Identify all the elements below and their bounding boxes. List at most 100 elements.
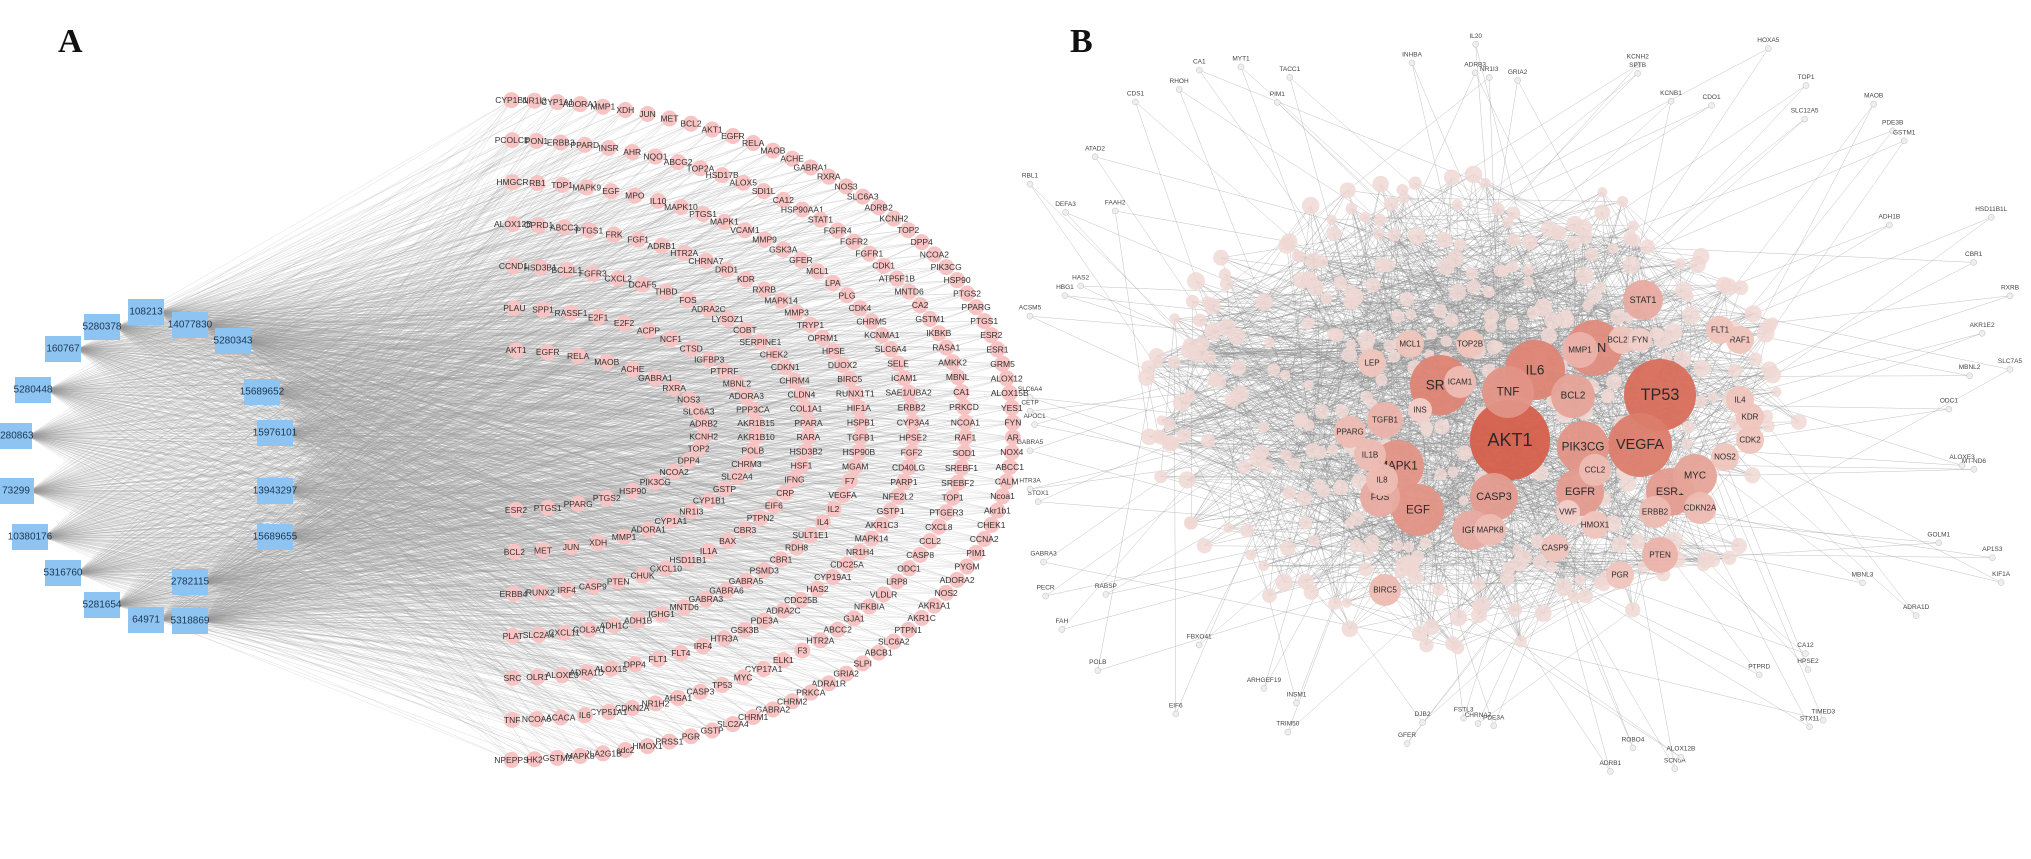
hub-node: VEGFA (1608, 413, 1672, 477)
peripheral-label: CDO1 (1703, 94, 1721, 101)
target-label: CCL2 (919, 536, 941, 546)
panel-a-letter: A (58, 23, 83, 60)
target-label: MAOB (760, 146, 785, 156)
peripheral-label: GABRA5 (1017, 439, 1044, 446)
peripheral-label: GABRA3 (1030, 551, 1057, 558)
target-node: NR1I3 (679, 503, 704, 520)
target-node: YES1 (1001, 399, 1023, 416)
peripheral-node: APOC1 (1024, 413, 1046, 428)
target-node: ALOX5 (730, 174, 758, 191)
target-label: EGF (602, 186, 619, 196)
target-node: MNTD6 (894, 283, 924, 300)
peripheral-node: PDE3A (1483, 714, 1505, 730)
compound-label: 2782115 (171, 577, 210, 588)
target-label: NR1I3 (679, 506, 703, 516)
target-node: CA2 (912, 297, 929, 314)
core-node (1186, 272, 1205, 291)
target-node: POLB (742, 442, 765, 459)
hub-node: EGF (1392, 484, 1444, 536)
target-label: MAPK9 (572, 183, 601, 193)
peripheral-node: GABRA3 (1030, 551, 1057, 566)
hub-label: STAT1 (1630, 295, 1657, 305)
core-node (1425, 327, 1438, 340)
hub-node: TNF (1482, 366, 1534, 418)
target-node: ADORA3 (729, 388, 764, 405)
target-label: NOS2 (935, 588, 958, 598)
peripheral-label: POLB (1089, 659, 1106, 666)
hub-node: BCL2 (1551, 374, 1595, 418)
target-node: MET (534, 542, 552, 559)
target-node: AHSA1 (664, 689, 692, 706)
target-node: ERBB4 (500, 585, 528, 602)
core-node (1649, 327, 1662, 340)
core-node (1693, 359, 1711, 377)
core-node (1640, 239, 1655, 254)
compound-label: 64971 (132, 615, 160, 626)
core-node (1141, 360, 1155, 374)
peripheral-node: CA12 (1797, 642, 1814, 657)
target-label: HSD11B1 (669, 555, 706, 565)
compound-node: 5280863 (0, 423, 34, 449)
target-node: PTPRF (711, 362, 738, 379)
hub-label: AKT1 (1487, 430, 1532, 450)
target-node: GFER (789, 252, 813, 269)
target-label: XDH (589, 538, 607, 548)
target-node: GSTP (713, 481, 736, 498)
core-node (1228, 328, 1246, 346)
core-node (1526, 306, 1540, 320)
target-label: NR1I3 (522, 96, 546, 106)
hub-label: IL4 (1734, 396, 1746, 405)
target-label: RELA (567, 351, 590, 361)
peripheral-label: PECR (1037, 585, 1055, 592)
core-node (1449, 609, 1467, 627)
target-node: PTGER3 (929, 504, 964, 521)
peripheral-label: STX11 (1800, 715, 1820, 722)
target-label: ICAM1 (891, 373, 917, 383)
target-node: VLDLR (870, 586, 897, 603)
target-node: ABCC3 (550, 219, 579, 236)
core-node (1399, 192, 1410, 204)
target-label: COL3A1 (573, 625, 606, 635)
target-label: GRM5 (990, 359, 1015, 369)
target-node: CDK1 (872, 257, 895, 274)
core-node (1594, 204, 1611, 221)
peripheral-node: SCN5A (1664, 757, 1686, 773)
target-label: CA12 (773, 195, 795, 205)
target-node: GSK3A (769, 241, 798, 258)
target-node: PLAU (503, 300, 525, 317)
hub-node: CASP3 (1470, 473, 1518, 521)
target-node: NOS2 (935, 584, 958, 601)
target-label: RXRA (662, 383, 686, 393)
core-node (1421, 426, 1432, 437)
peripheral-label: APOC1 (1024, 413, 1046, 420)
target-node: ESR1 (986, 341, 1009, 358)
target-label: MBNL (946, 372, 970, 382)
target-node: CYP1A1 (655, 512, 687, 529)
core-node (1493, 264, 1507, 278)
target-label: PTGS1 (970, 316, 998, 326)
target-label: CBR1 (770, 554, 793, 564)
target-label: PLAU (503, 303, 525, 313)
peripheral-label: IL20 (1469, 33, 1482, 40)
target-node: ALOX12B (494, 216, 532, 233)
target-label: EIF6 (765, 501, 783, 511)
target-label: XDH (616, 105, 634, 115)
compound-node: 2782115 (171, 569, 210, 595)
target-label: TOP2 (688, 444, 710, 454)
core-node (1201, 434, 1216, 449)
target-node: FLT1 (649, 651, 668, 668)
target-node: NOS3 (677, 391, 701, 408)
target-node: MMP1 (591, 98, 615, 115)
target-label: HSP90B (843, 447, 876, 457)
target-label: CTSD (680, 344, 703, 354)
target-node: MNTD6 (670, 599, 699, 616)
peripheral-node: GABRA5 (1017, 439, 1044, 454)
target-label: ALOX5 (730, 178, 758, 188)
peripheral-label: CDS1 (1127, 90, 1145, 97)
target-label: HSD3B2 (790, 446, 823, 456)
peripheral-node: HOXA5 (1757, 37, 1780, 52)
core-node (1578, 229, 1593, 244)
target-label: E2F2 (614, 318, 635, 328)
compound-node: 5280343 (214, 328, 253, 354)
